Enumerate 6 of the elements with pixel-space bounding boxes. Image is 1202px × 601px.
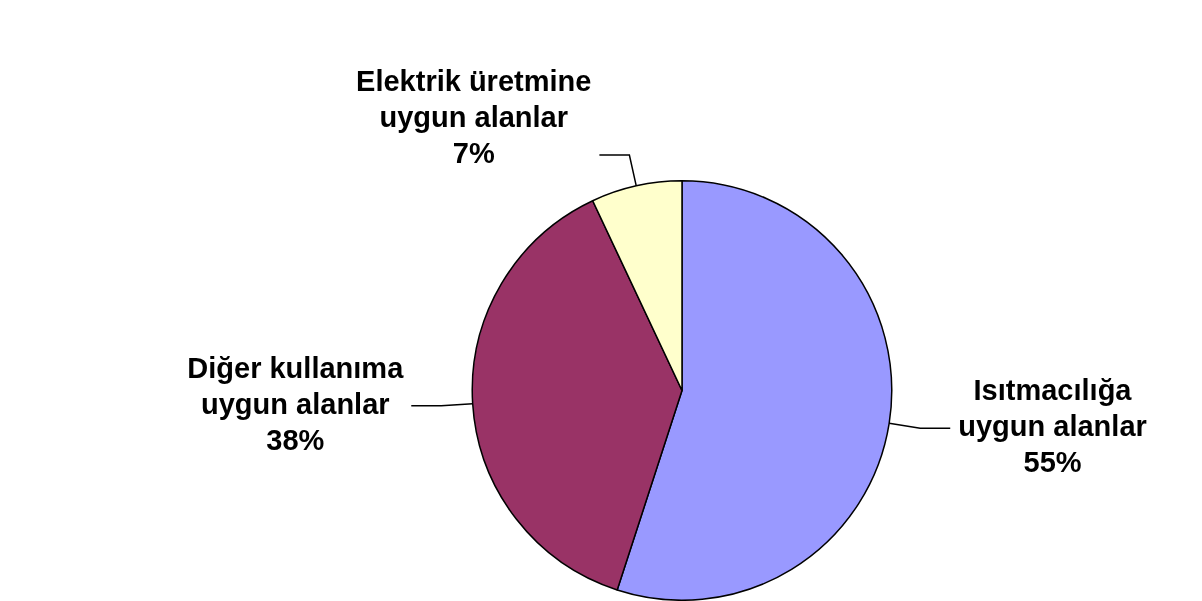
data-label: 38% <box>266 423 325 456</box>
slice-label: Diğer kullanıma uygun alanlar <box>187 351 405 420</box>
data-label: 55% <box>1023 446 1082 479</box>
slice-label: Isıtmacılığa uygun alanlar <box>958 374 1147 443</box>
slice-label: Elektrik üretmine uygun alanlar <box>356 65 592 134</box>
data-label: 7% <box>452 137 495 170</box>
